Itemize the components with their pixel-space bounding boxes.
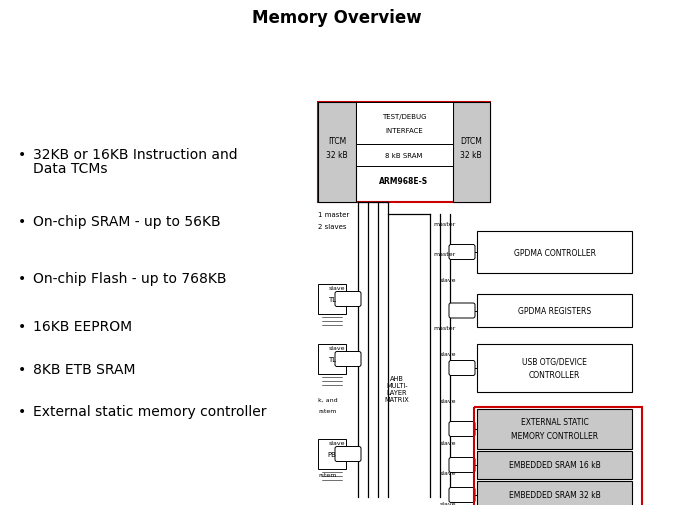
Bar [318, 103, 356, 203]
Text: AHB
MULTI-
LAYER
MATRIX: AHB MULTI- LAYER MATRIX [385, 376, 409, 402]
Text: On-chip SRAM - up to 56KB: On-chip SRAM - up to 56KB [33, 215, 220, 229]
Text: slave: slave [328, 346, 345, 351]
Text: EXTERNAL STATIC: EXTERNAL STATIC [520, 418, 588, 427]
Text: TL: TL [328, 357, 336, 362]
Text: 8 kB SRAM: 8 kB SRAM [386, 153, 423, 159]
Text: slave: slave [439, 501, 456, 505]
Text: •: • [18, 215, 26, 229]
Bar [477, 344, 632, 392]
FancyBboxPatch shape [335, 352, 361, 367]
FancyBboxPatch shape [449, 487, 475, 502]
Text: •: • [18, 362, 26, 376]
Text: 2 slaves: 2 slaves [318, 224, 346, 230]
FancyBboxPatch shape [449, 422, 475, 437]
Text: INTERFACE: INTERFACE [385, 128, 423, 134]
Bar [477, 409, 632, 449]
Text: EMBEDDED SRAM 16 kB: EMBEDDED SRAM 16 kB [509, 461, 601, 470]
Text: ARM968E-S: ARM968E-S [379, 176, 429, 185]
Text: 16KB EEPROM: 16KB EEPROM [33, 319, 132, 333]
Bar [477, 451, 632, 479]
Bar [318, 103, 490, 203]
Text: •: • [18, 272, 26, 285]
Text: CONTROLLER: CONTROLLER [529, 371, 580, 380]
Text: slave: slave [439, 352, 456, 357]
Text: MEMORY CONTROLLER: MEMORY CONTROLLER [511, 432, 598, 441]
Text: •: • [18, 147, 26, 162]
FancyBboxPatch shape [449, 245, 475, 260]
FancyBboxPatch shape [335, 446, 361, 462]
Bar [477, 231, 632, 274]
FancyBboxPatch shape [449, 361, 475, 376]
Bar [318, 439, 346, 469]
Bar [477, 294, 632, 327]
Bar [453, 103, 490, 203]
Text: Memory Overview: Memory Overview [252, 9, 422, 27]
Text: slave: slave [328, 286, 345, 291]
Text: •: • [18, 404, 26, 418]
Text: PB: PB [328, 451, 336, 457]
Text: master: master [434, 252, 456, 257]
Text: GPDMA CONTROLLER: GPDMA CONTROLLER [514, 248, 596, 257]
Text: slave: slave [439, 471, 456, 476]
Text: k, and: k, and [318, 397, 338, 401]
Text: slave: slave [439, 399, 456, 403]
Text: slave: slave [439, 277, 456, 282]
Text: slave: slave [328, 441, 345, 445]
Text: External static memory controller: External static memory controller [33, 404, 266, 418]
Text: 8KB ETB SRAM: 8KB ETB SRAM [33, 362, 135, 376]
FancyBboxPatch shape [335, 292, 361, 307]
Text: master: master [434, 325, 456, 330]
Text: TL: TL [328, 296, 336, 302]
Text: 32KB or 16KB Instruction and: 32KB or 16KB Instruction and [33, 147, 238, 162]
Bar [477, 481, 632, 505]
Text: Data TCMs: Data TCMs [33, 162, 107, 176]
Bar [356, 145, 453, 167]
Text: GPDMA REGISTERS: GPDMA REGISTERS [518, 307, 591, 316]
Text: slave: slave [439, 441, 456, 445]
Text: •: • [18, 319, 26, 333]
Text: rstem: rstem [318, 409, 336, 414]
FancyBboxPatch shape [449, 458, 475, 473]
Bar [474, 407, 642, 505]
Bar [318, 284, 346, 315]
Bar [318, 344, 346, 374]
Text: TEST/DEBUG: TEST/DEBUG [381, 114, 426, 120]
Text: rstem: rstem [318, 473, 336, 478]
Text: master: master [434, 221, 456, 226]
Text: 32 kB: 32 kB [460, 150, 482, 159]
Text: EMBEDDED SRAM 32 kB: EMBEDDED SRAM 32 kB [509, 490, 601, 499]
Text: 32 kB: 32 kB [326, 150, 348, 159]
Text: USB OTG/DEVICE: USB OTG/DEVICE [522, 357, 587, 366]
FancyBboxPatch shape [449, 304, 475, 318]
Text: On-chip Flash - up to 768KB: On-chip Flash - up to 768KB [33, 272, 226, 285]
Text: 1 master: 1 master [318, 212, 349, 218]
Text: DTCM: DTCM [460, 136, 482, 145]
Bar [356, 103, 453, 145]
Text: ITCM: ITCM [328, 136, 346, 145]
